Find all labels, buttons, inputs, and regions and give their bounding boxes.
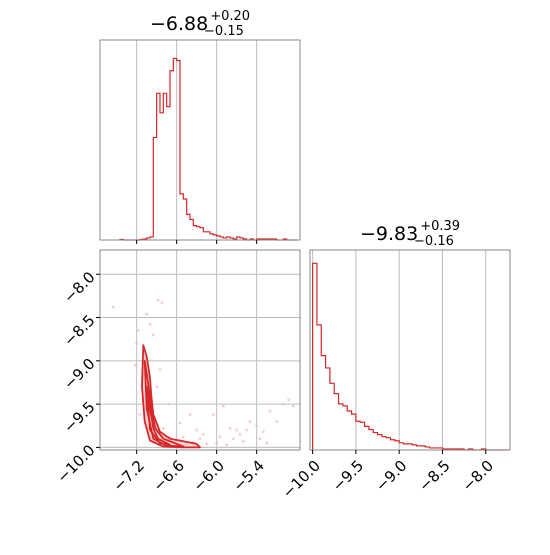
scatter-point <box>160 301 164 305</box>
histogram-panel-param2: −10.0 −9.5 −9.0 −8.5 −8.0 −9.83 +0.39 −0.16 <box>279 219 511 502</box>
scatter-point <box>275 420 279 423</box>
contour-mid <box>143 359 185 448</box>
scatter-point <box>161 426 165 430</box>
y-tick-label: −8.5 <box>60 311 98 349</box>
scatter-point <box>181 435 185 439</box>
x-tick-label: −9.5 <box>329 457 367 495</box>
y-tick-label: −9.0 <box>60 355 98 393</box>
scatter-point <box>248 420 252 423</box>
scatter-point <box>205 442 209 446</box>
scatter-point <box>268 409 272 413</box>
x-tick-label: −7.2 <box>109 457 147 495</box>
histogram-title-param2: −9.83 +0.39 −0.16 <box>360 219 460 249</box>
scatter-point <box>235 428 239 432</box>
panel-frame <box>309 249 511 451</box>
x-tick-label: −6.0 <box>189 457 227 495</box>
x-ticks: −7.2 −6.6 −6.0 −5.4 <box>109 450 268 495</box>
y-tick-label: −9.5 <box>60 398 98 436</box>
histogram-step-line <box>119 57 297 241</box>
histogram-panel-param1: −6.88 +0.20 −0.15 <box>99 9 301 244</box>
scatter-point <box>155 385 159 389</box>
x-tick-label: −9.0 <box>372 457 410 495</box>
scatter-point <box>136 329 140 332</box>
scatter-point <box>265 441 269 445</box>
scatter-point <box>145 312 149 316</box>
contour-inner <box>145 385 171 446</box>
scatter-point <box>218 435 222 439</box>
scatter-point <box>201 433 205 436</box>
histogram-title-param1: −6.88 +0.20 −0.15 <box>150 9 250 39</box>
scatter-point <box>225 443 229 447</box>
scatter-point <box>211 413 215 416</box>
scatter-point <box>228 426 232 430</box>
scatter-point <box>111 305 115 309</box>
y-ticks: −8.0 −8.5 −9.0 −9.5 −10.0 <box>53 268 100 486</box>
scatter-point <box>188 413 192 416</box>
title-value: −9.83 <box>360 223 418 245</box>
scatter-contour-panel: −7.2 −6.6 −6.0 −5.4 −8.0 −8.5 −9.0 −9.5 −10.0 <box>53 249 301 495</box>
x-ticks <box>136 240 258 244</box>
scatter-point <box>261 430 265 434</box>
x-tick-label: −10.0 <box>279 457 324 502</box>
scatter-point <box>291 404 295 408</box>
scatter-point <box>148 323 152 326</box>
scatter-point <box>215 441 219 445</box>
title-lower-error: −0.15 <box>204 24 244 39</box>
density-contours <box>141 344 201 449</box>
panel-frame <box>99 39 301 241</box>
scatter-point <box>138 413 142 416</box>
panel-frame <box>99 249 301 451</box>
x-tick-label: −6.6 <box>149 457 187 495</box>
scatter-point <box>178 421 182 425</box>
grid-lines <box>100 250 300 450</box>
scatter-point <box>281 402 285 406</box>
scatter-points <box>111 298 295 447</box>
scatter-point <box>258 437 262 441</box>
y-tick-label: −8.0 <box>60 268 98 306</box>
title-lower-error: −0.16 <box>414 234 454 249</box>
grid-lines <box>136 40 258 240</box>
scatter-point <box>231 437 235 441</box>
scatter-point <box>158 368 162 371</box>
x-tick-label: −8.5 <box>415 457 453 495</box>
scatter-point <box>135 342 139 345</box>
x-tick-label: −8.0 <box>459 457 497 495</box>
y-tick-label: −10.0 <box>53 441 98 486</box>
scatter-point <box>198 437 202 441</box>
scatter-point <box>156 298 160 302</box>
scatter-point <box>221 404 225 408</box>
title-value: −6.88 <box>150 13 208 35</box>
title-upper-error: +0.39 <box>420 219 460 234</box>
contour-outer <box>141 344 201 449</box>
x-tick-label: −5.4 <box>229 457 267 495</box>
scatter-point <box>195 428 199 432</box>
scatter-point <box>255 424 259 428</box>
scatter-point <box>241 439 245 443</box>
scatter-point <box>151 333 155 337</box>
scatter-point <box>245 428 249 432</box>
scatter-point <box>133 363 137 367</box>
scatter-point <box>167 402 171 406</box>
scatter-point <box>287 398 291 402</box>
x-ticks: −10.0 −9.5 −9.0 −8.5 −8.0 <box>279 450 497 502</box>
title-upper-error: +0.20 <box>210 9 250 24</box>
scatter-point <box>238 433 242 436</box>
